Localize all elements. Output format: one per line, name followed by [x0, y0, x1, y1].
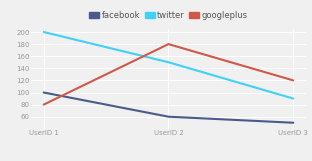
Legend: facebook, twitter, googleplus: facebook, twitter, googleplus [89, 11, 248, 20]
